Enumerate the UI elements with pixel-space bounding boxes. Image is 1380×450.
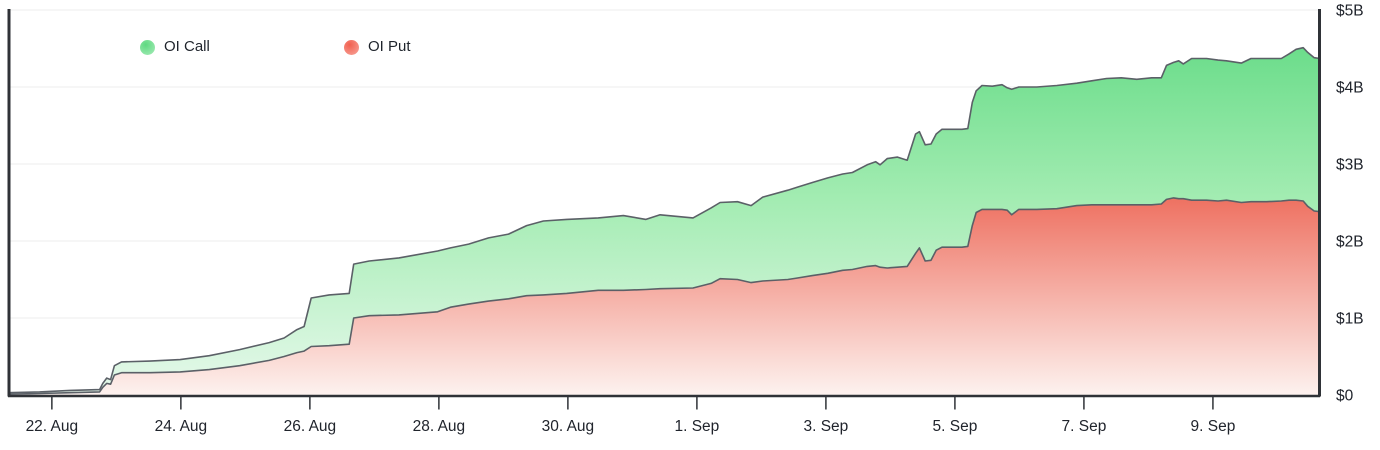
call-line — [7, 46, 1321, 394]
legend-item-oi-call[interactable]: OI Call — [140, 39, 210, 55]
x-tick-label: 3. Sep — [803, 418, 848, 435]
x-tick-label: 22. Aug — [26, 418, 79, 435]
x-tick-label: 24. Aug — [155, 418, 208, 435]
x-tick-label: 9. Sep — [1191, 418, 1236, 435]
y-tick-label: $1B — [1336, 311, 1364, 328]
put-legend-label: OI Put — [368, 38, 411, 55]
call-legend-label: OI Call — [164, 38, 210, 55]
y-tick-label: $5B — [1336, 3, 1364, 20]
y-tick-label: $0 — [1336, 388, 1354, 405]
y-tick-label: $2B — [1336, 234, 1364, 251]
call-legend-dot-icon — [140, 39, 155, 55]
put-line — [7, 197, 1321, 395]
x-tick-label: 28. Aug — [413, 418, 466, 435]
legend-item-oi-put[interactable]: OI Put — [344, 39, 411, 55]
call-area — [8, 47, 1320, 395]
x-tick-label: 30. Aug — [542, 418, 595, 435]
y-tick-label: $3B — [1336, 157, 1364, 174]
x-tick-label: 1. Sep — [674, 418, 719, 435]
put-legend-dot-icon — [344, 39, 359, 55]
x-tick-label: 5. Sep — [933, 418, 978, 435]
x-tick-label: 7. Sep — [1062, 418, 1107, 435]
x-tick-label: 26. Aug — [284, 418, 337, 435]
y-tick-label: $4B — [1336, 80, 1364, 97]
